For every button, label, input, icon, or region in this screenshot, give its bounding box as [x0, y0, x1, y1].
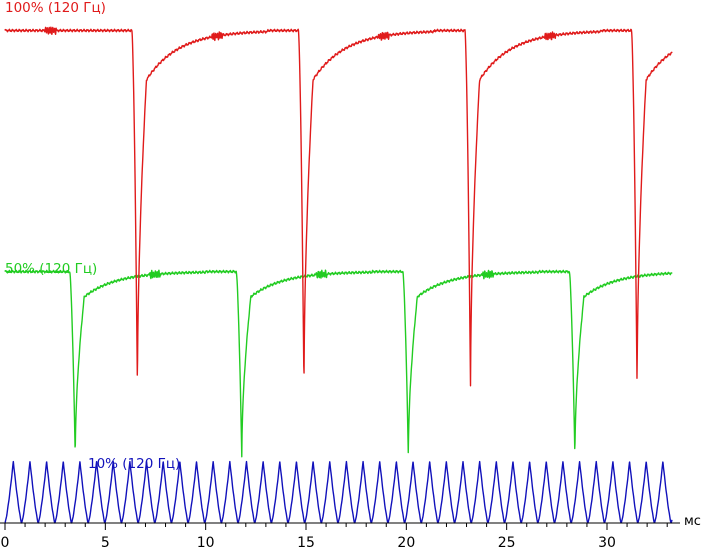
- series-line-10: [4, 460, 673, 524]
- x-tick-label: 5: [101, 535, 110, 549]
- series-line-50: [4, 269, 673, 458]
- x-tick-label: 20: [397, 535, 415, 549]
- series-line-100: [4, 26, 673, 387]
- series-layer: [4, 26, 673, 524]
- x-tick-label: 0: [1, 535, 10, 549]
- x-tick-label: 10: [197, 535, 215, 549]
- label-layer: 100% (120 Гц) 50% (120 Гц) 10% (120 Гц) …: [5, 0, 701, 529]
- series-label-10: 10% (120 Гц): [88, 456, 180, 472]
- series-label-50: 50% (120 Гц): [5, 261, 97, 277]
- x-tick-label: 15: [297, 535, 315, 549]
- x-axis: 0 5 10 15 20 25 30: [0, 522, 680, 549]
- series-label-100: 100% (120 Гц): [5, 0, 106, 16]
- x-unit-label: мс: [684, 514, 701, 529]
- x-tick-label: 25: [498, 535, 516, 549]
- x-tick-label: 30: [598, 535, 616, 549]
